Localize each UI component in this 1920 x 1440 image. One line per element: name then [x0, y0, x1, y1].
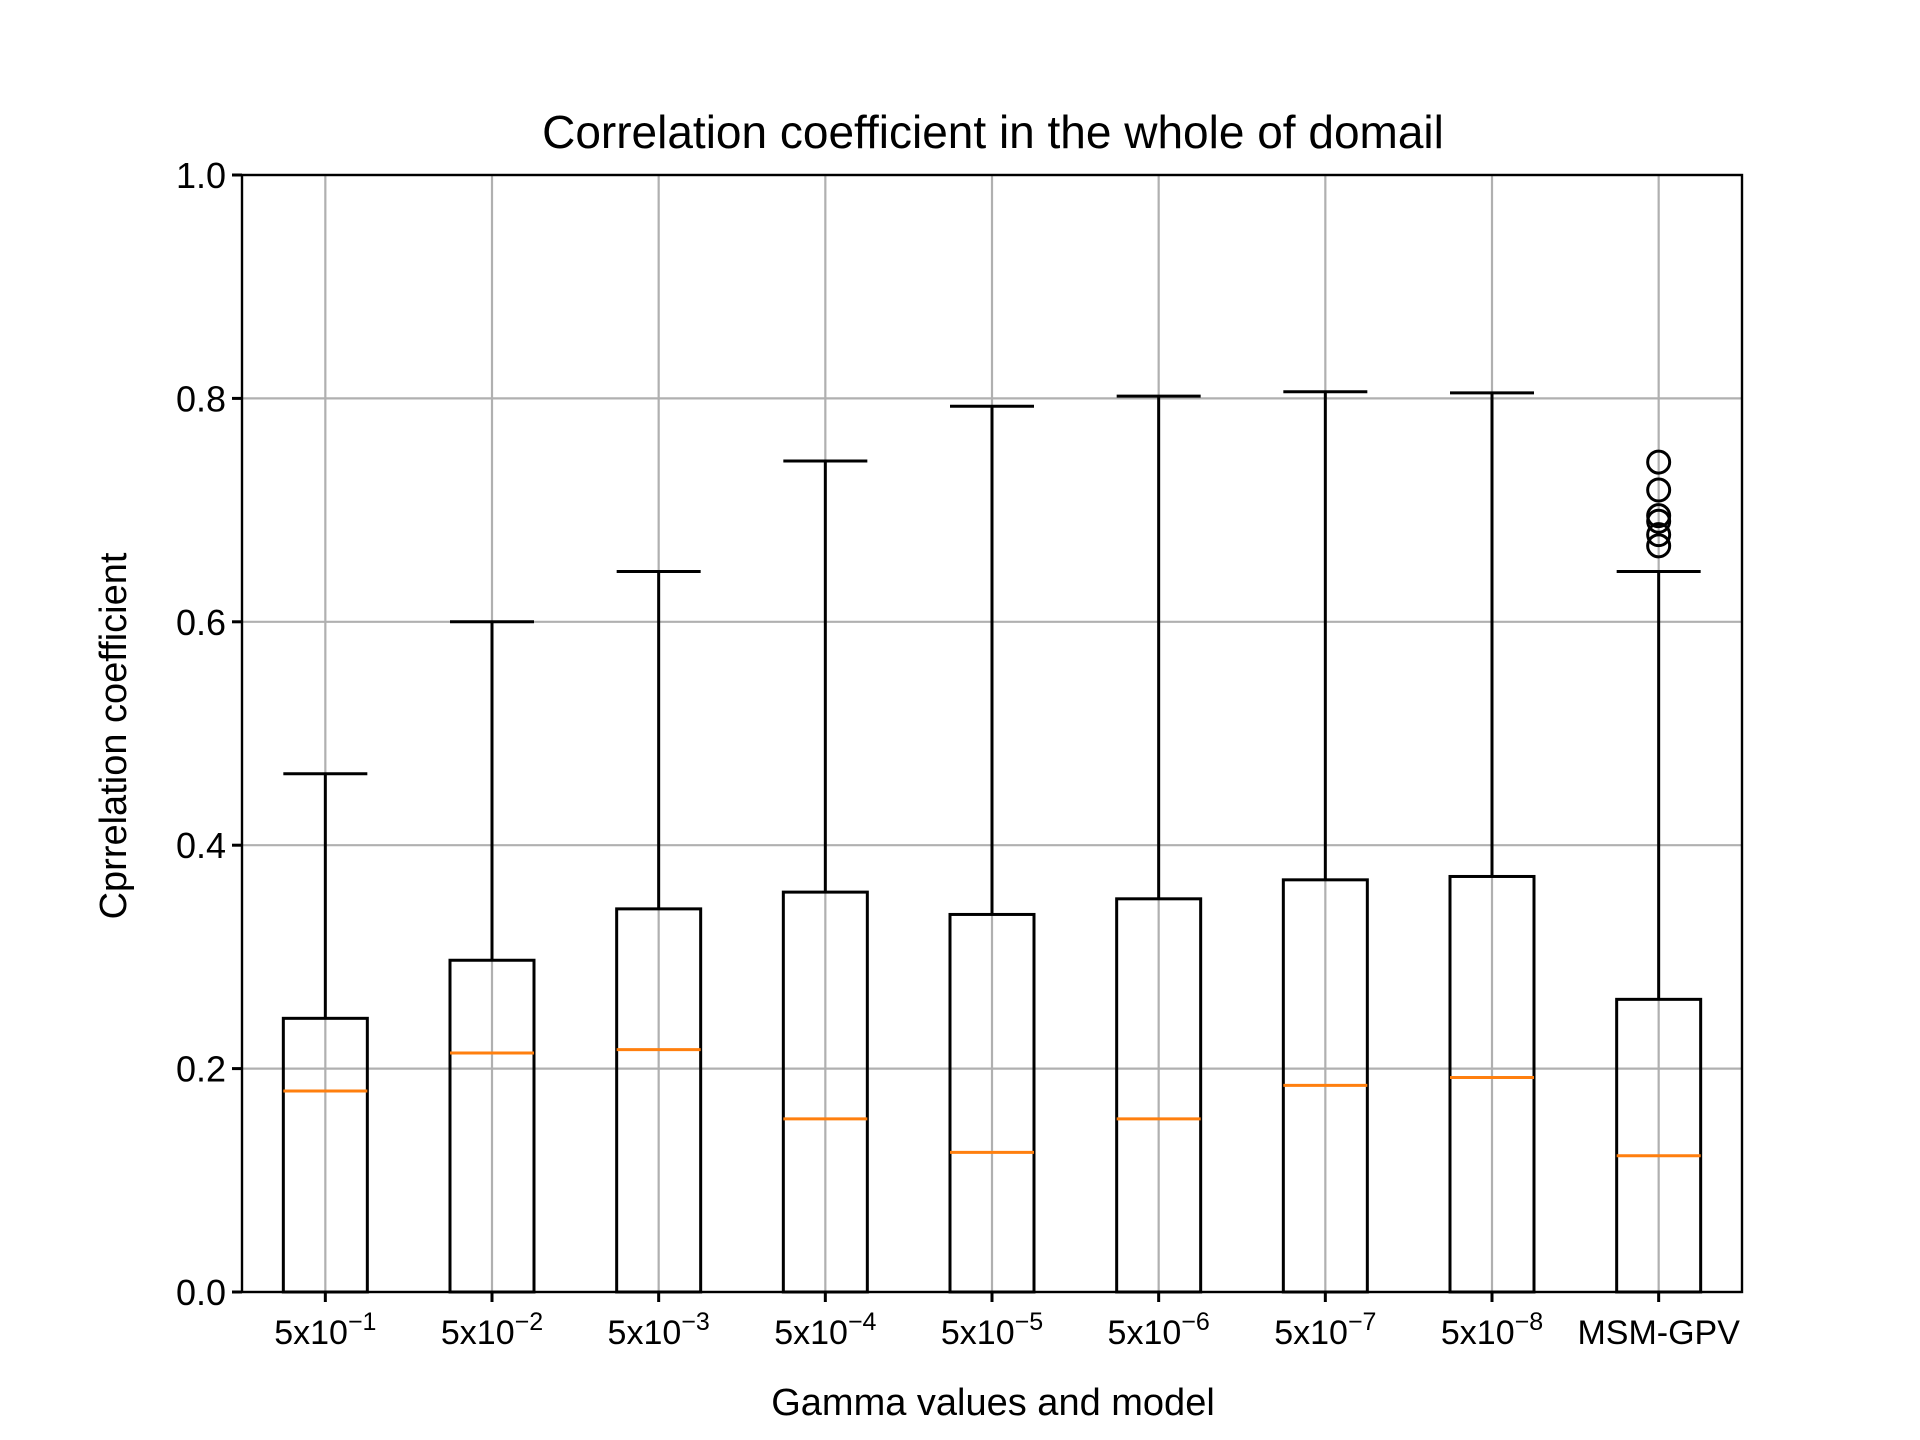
outlier-point — [1646, 503, 1672, 529]
outlier-point — [1646, 533, 1672, 559]
x-tick-label-base: 5x10 — [1108, 1314, 1182, 1352]
x-tick-label: 5x10−8 — [1441, 1308, 1543, 1352]
outlier-point — [1646, 522, 1672, 548]
x-tick-label-base: 5x10 — [608, 1314, 682, 1352]
x-tick-label-exponent: −2 — [515, 1308, 544, 1336]
y-axis-label: Cprrelation coefficient — [93, 552, 135, 919]
outlier-point — [1646, 477, 1672, 503]
x-tick-label-exponent: −6 — [1181, 1308, 1210, 1336]
x-tick-label-exponent: −7 — [1348, 1308, 1377, 1336]
outlier-point — [1646, 449, 1672, 475]
y-tick-label: 0.6 — [176, 602, 226, 643]
x-tick-label-exponent: −4 — [848, 1308, 877, 1336]
x-axis-label: Gamma values and model — [771, 1382, 1215, 1424]
x-tick-label: 5x10−5 — [941, 1308, 1043, 1352]
x-tick-label-base: 5x10 — [1441, 1314, 1515, 1352]
y-tick-label: 0.0 — [176, 1272, 226, 1313]
x-tick-label-base: 5x10 — [441, 1314, 515, 1352]
y-tick-label: 0.4 — [176, 825, 226, 866]
y-tick-label: 1.0 — [176, 155, 226, 196]
x-tick-label-base: MSM-GPV — [1577, 1314, 1740, 1352]
x-tick-label-exponent: −3 — [681, 1308, 710, 1336]
x-tick-label: 5x10−6 — [1108, 1308, 1210, 1352]
x-tick-label-base: 5x10 — [1274, 1314, 1348, 1352]
y-tick-label: 0.8 — [176, 378, 226, 419]
x-tick-label-base: 5x10 — [774, 1314, 848, 1352]
chart-title: Correlation coefficient in the whole of … — [542, 106, 1444, 158]
x-tick-label-exponent: −5 — [1015, 1308, 1044, 1336]
x-tick-label-exponent: −8 — [1515, 1308, 1544, 1336]
x-tick-label: 5x10−2 — [441, 1308, 543, 1352]
x-tick-label: 5x10−4 — [774, 1308, 876, 1352]
x-tick-label-base: 5x10 — [274, 1314, 348, 1352]
x-tick-label: 5x10−3 — [608, 1308, 710, 1352]
x-tick-label-base: 5x10 — [941, 1314, 1015, 1352]
y-tick-label: 0.2 — [176, 1049, 226, 1090]
x-tick-label: 5x10−1 — [274, 1308, 376, 1352]
x-tick-label-exponent: −1 — [348, 1308, 377, 1336]
x-tick-label: 5x10−7 — [1274, 1308, 1376, 1352]
x-tick-label: MSM-GPV — [1577, 1314, 1740, 1352]
